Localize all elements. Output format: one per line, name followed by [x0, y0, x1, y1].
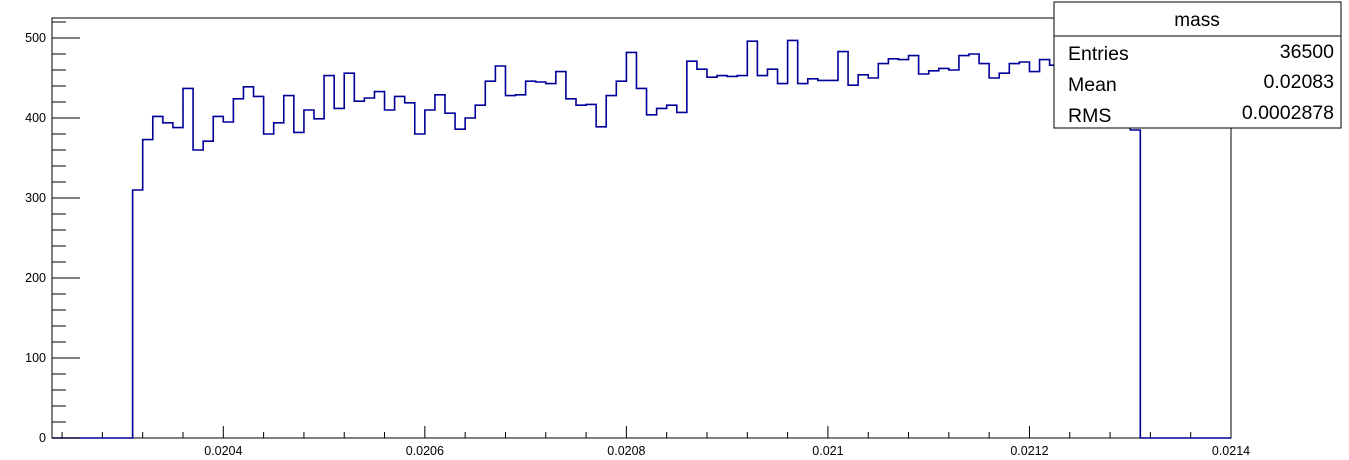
x-tick-label: 0.0206	[406, 444, 444, 458]
y-tick-label: 200	[25, 271, 46, 285]
histogram-series	[52, 39, 1231, 439]
plot-area-border	[51, 17, 1232, 439]
y-tick-label: 300	[25, 191, 46, 205]
x-axis: 0.0204 0.0206 0.0208 0.021 0.0212 0.0214	[61, 426, 1250, 458]
histogram-line	[52, 39, 1231, 439]
stats-entries-value: 36500	[1280, 41, 1334, 63]
x-tick-label: 0.0204	[204, 444, 242, 458]
x-tick-label: 0.0208	[607, 444, 645, 458]
x-tick-label: 0.0214	[1212, 444, 1250, 458]
plot-frame	[51, 17, 1232, 439]
y-tick-label: 100	[25, 351, 46, 365]
y-tick-label: 500	[25, 31, 46, 45]
stats-box: mass Entries 36500 Mean 0.02083 RMS 0.00…	[1053, 1, 1342, 129]
x-tick-label: 0.021	[812, 444, 843, 458]
stats-mean-value: 0.02083	[1264, 71, 1335, 93]
stats-rms-value: 0.0002878	[1242, 102, 1334, 124]
stats-mean-label: Mean	[1068, 74, 1117, 96]
stats-box-title: mass	[1174, 10, 1219, 31]
stats-box-frame	[1053, 1, 1342, 129]
stats-rms-label: RMS	[1068, 105, 1111, 127]
stats-entries-label: Entries	[1068, 43, 1129, 65]
y-tick-label: 0	[39, 431, 46, 445]
y-tick-label: 400	[25, 111, 46, 125]
x-tick-label: 0.0212	[1010, 444, 1048, 458]
y-axis: 0 100 200 300 400 500	[25, 21, 80, 445]
